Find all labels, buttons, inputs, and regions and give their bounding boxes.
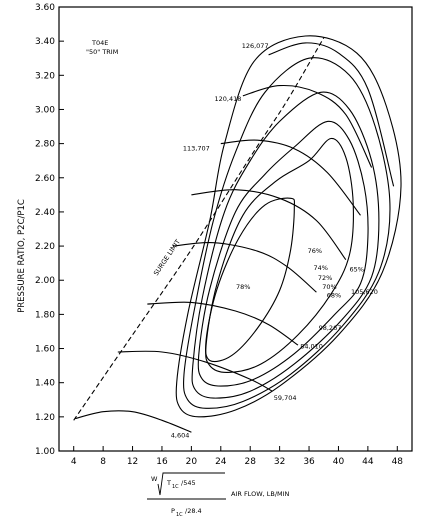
x-tick-label: 28 [244,457,256,467]
formula-p-sub: 1C [176,512,183,518]
speed-line [268,42,395,187]
efficiency-island [183,57,391,409]
chart-title: T04E [91,39,108,47]
y-axis-ticks: 1.00 1.20 1.40 1.60 1.80 2.00 2.20 2.40 2.60 2.80… [35,3,64,457]
y-tick-label: 1.20 [35,413,55,423]
speed-lines: 4,604 59,704 84,010 98,267 105,620 113,707 120… [75,42,395,439]
speed-line-label: 105,620 [351,288,378,296]
y-tick-label: 2.20 [35,242,55,252]
speed-line [75,410,192,433]
efficiency-islands: 76% 74% 72%70%68% 65% [175,35,402,418]
surge-limit-line [73,37,325,421]
efficiency-label: 68% [327,291,341,299]
formula-t: T [166,479,171,487]
y-tick-label: 1.60 [35,345,55,355]
x-tick-label: 8 [100,457,106,467]
speed-line [117,350,273,392]
formula-t-den: /545 [181,479,196,487]
y-tick-label: 3.00 [35,105,55,115]
x-tick-label: 4 [71,457,77,467]
formula-p-den: /28.4 [185,507,202,515]
x-axis-title: AIR FLOW, LB/MIN [231,490,290,498]
y-tick-label: 2.80 [35,140,55,150]
speed-line [220,139,361,216]
efficiency-label: 76% [308,247,322,255]
efficiency-island [205,197,296,363]
efficiency-island [191,91,380,399]
formula-p: P [171,507,175,515]
y-tick-label: 2.40 [35,208,55,218]
speed-line-label: 120,418 [214,95,241,103]
efficiency-label: 70% [322,283,336,291]
efficiency-label: 72% [318,274,332,282]
efficiency-island [197,120,369,387]
speed-line-label: 59,704 [274,394,297,402]
y-tick-label: 2.60 [35,174,55,184]
x-tick-label: 20 [186,457,198,467]
efficiency-island [205,137,354,373]
y-axis-title: PRESSURE RATIO, P2C/P1C [17,199,27,313]
x-tick-label: 16 [156,457,168,467]
y-tick-label: 1.00 [35,447,55,457]
y-tick-label: 1.80 [35,310,55,320]
y-tick-label: 3.40 [35,37,55,47]
speed-line-label: 4,604 [171,431,190,439]
y-tick-label: 1.40 [35,379,55,389]
chart-subtitle: "50" TRIM [86,48,118,56]
speed-line [147,301,299,346]
speed-line [242,84,373,168]
x-axis-formula: W T 1C /545 P 1C /28.4 [147,472,226,518]
y-tick-label: 3.20 [35,71,55,81]
speed-line [172,242,317,293]
y-tick-label: 2.00 [35,276,55,286]
y-tick-label: 3.60 [35,3,55,13]
formula-w: W [151,475,158,483]
efficiency-label: 65% [349,266,363,274]
x-tick-label: 36 [303,457,315,467]
formula-t-sub: 1C [172,484,179,490]
efficiency-label: 74% [313,264,327,272]
x-tick-label: 24 [215,457,227,467]
x-tick-label: 12 [127,457,138,467]
x-tick-label: 40 [333,457,345,467]
x-tick-label: 44 [362,457,374,467]
plot-frame [58,6,413,452]
x-axis-ticks: 4 8 12 16 20 24 28 32 36 40 44 48 [71,446,403,467]
speed-line [191,189,347,261]
surge-limit-label: SURGE LIMIT [152,238,182,277]
x-tick-label: 48 [392,457,404,467]
efficiency-island [175,35,402,418]
speed-line-label: 113,707 [183,144,210,152]
speed-line-label: 98,267 [319,324,342,332]
center-efficiency-label: 78% [236,283,250,291]
speed-line-label: 126,077 [242,42,269,50]
x-tick-label: 32 [274,457,285,467]
speed-line-label: 84,010 [300,343,323,351]
